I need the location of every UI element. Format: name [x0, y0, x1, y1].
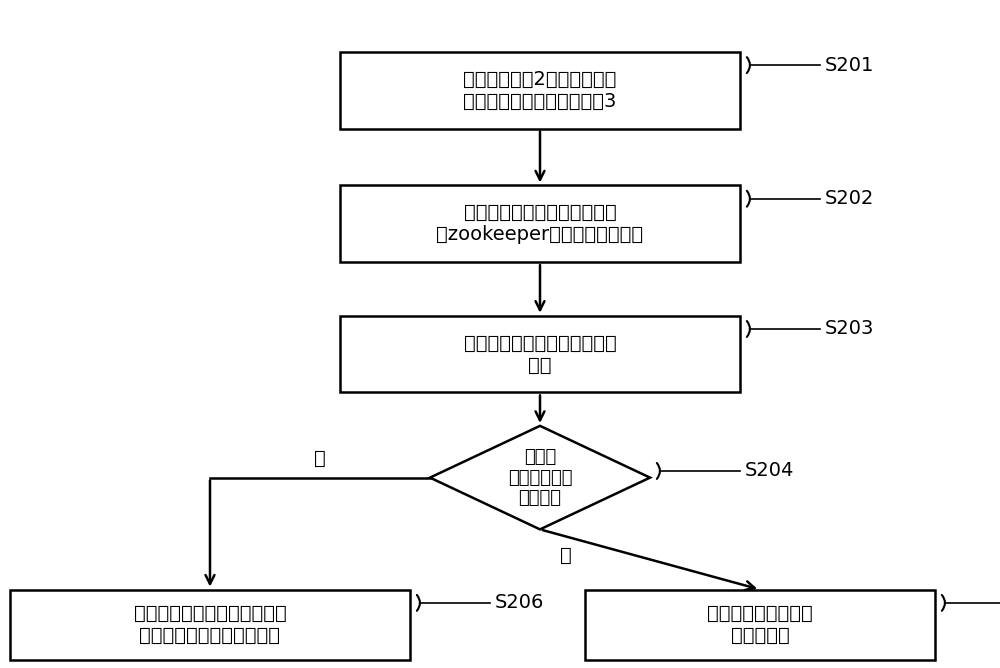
FancyBboxPatch shape — [10, 590, 410, 660]
FancyBboxPatch shape — [340, 51, 740, 128]
Text: 否: 否 — [560, 546, 572, 565]
Text: S204: S204 — [745, 462, 794, 480]
Text: 发生变
更的节点是否
为本节点: 发生变 更的节点是否 为本节点 — [508, 448, 572, 508]
Text: 任务管理模块2收到节点信息
变更，传递给节点管理模块3: 任务管理模块2收到节点信息 变更，传递给节点管理模块3 — [463, 69, 617, 111]
Polygon shape — [430, 426, 650, 529]
Text: 同步更新定时任务信息，发送
到zookeeper集群进行信息同步: 同步更新定时任务信息，发送 到zookeeper集群进行信息同步 — [436, 203, 644, 244]
Text: 每个节点同步变更后
的节点信息: 每个节点同步变更后 的节点信息 — [707, 604, 813, 645]
FancyBboxPatch shape — [585, 590, 935, 660]
Text: 其余节点接收变更节点的节点
信息: 其余节点接收变更节点的节点 信息 — [464, 333, 616, 375]
Text: S203: S203 — [825, 319, 874, 339]
Text: 是: 是 — [314, 449, 326, 468]
FancyBboxPatch shape — [340, 315, 740, 392]
Text: S202: S202 — [825, 189, 874, 208]
FancyBboxPatch shape — [340, 185, 740, 262]
Text: 发生变更节点执行变更把变更
后的定时任务持久化到本地: 发生变更节点执行变更把变更 后的定时任务持久化到本地 — [134, 604, 286, 645]
Text: S201: S201 — [825, 55, 874, 75]
Text: S206: S206 — [495, 593, 544, 613]
